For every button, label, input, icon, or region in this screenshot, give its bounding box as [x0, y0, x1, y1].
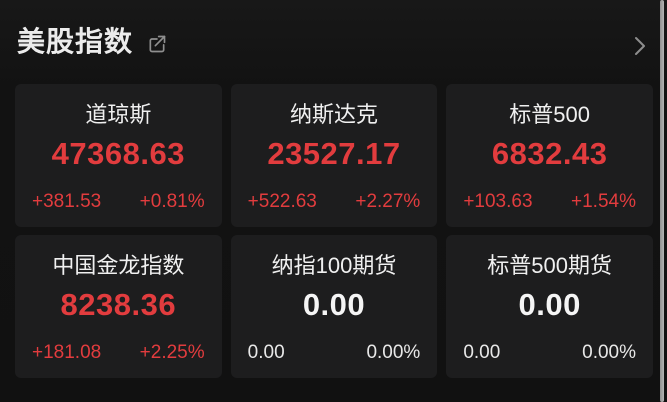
- index-sub-row: +181.08 +2.25%: [15, 342, 222, 364]
- index-change: +381.53: [32, 191, 102, 212]
- index-change: +181.08: [32, 342, 102, 363]
- scrollbar[interactable]: [660, 0, 664, 402]
- index-card-0[interactable]: 道琼斯 47368.63 +381.53 +0.81%: [15, 84, 222, 227]
- index-name: 纳斯达克: [289, 102, 378, 127]
- index-change-pct: 0.00%: [582, 342, 636, 363]
- index-value: 8238.36: [60, 287, 177, 322]
- index-name: 标普500: [509, 102, 591, 127]
- index-value: 23527.17: [267, 136, 401, 171]
- index-card-2[interactable]: 标普500 6832.43 +103.63 +1.54%: [446, 84, 653, 227]
- index-sub-row: +522.63 +2.27%: [231, 191, 438, 213]
- index-change-pct: 0.00%: [366, 342, 421, 363]
- widget-header: 美股指数: [17, 22, 637, 58]
- index-change: 0.00: [247, 342, 285, 363]
- index-sub-row: +381.53 +0.81%: [15, 191, 222, 213]
- index-change: +522.63: [247, 191, 317, 212]
- share-icon[interactable]: [147, 34, 167, 54]
- index-name: 纳指100期货: [271, 253, 397, 278]
- index-card-3[interactable]: 中国金龙指数 8238.36 +181.08 +2.25%: [15, 235, 222, 378]
- index-sub-row: 0.00 0.00%: [446, 342, 653, 364]
- index-name: 道琼斯: [85, 102, 152, 127]
- indices-grid: 道琼斯 47368.63 +381.53 +0.81% 纳斯达克 23527.1…: [15, 84, 653, 378]
- index-change-pct: +2.27%: [355, 191, 421, 212]
- index-change-pct: +1.54%: [571, 191, 636, 212]
- index-name: 标普500期货: [487, 253, 613, 278]
- index-value: 0.00: [302, 287, 366, 322]
- index-sub-row: 0.00 0.00%: [231, 342, 438, 364]
- index-name: 中国金龙指数: [52, 253, 185, 278]
- index-value: 6832.43: [491, 136, 608, 171]
- index-change: 0.00: [463, 342, 501, 363]
- index-change-pct: +0.81%: [139, 191, 205, 212]
- chevron-right-icon[interactable]: [633, 34, 647, 58]
- index-value: 47368.63: [51, 136, 185, 171]
- index-value: 0.00: [518, 287, 581, 322]
- index-change-pct: +2.25%: [139, 342, 205, 363]
- index-change: +103.63: [463, 191, 533, 212]
- page-title: 美股指数: [17, 26, 134, 57]
- index-card-4[interactable]: 纳指100期货 0.00 0.00 0.00%: [230, 235, 438, 378]
- index-sub-row: +103.63 +1.54%: [446, 191, 653, 213]
- index-card-5[interactable]: 标普500期货 0.00 0.00 0.00%: [446, 235, 653, 378]
- index-card-1[interactable]: 纳斯达克 23527.17 +522.63 +2.27%: [230, 84, 438, 227]
